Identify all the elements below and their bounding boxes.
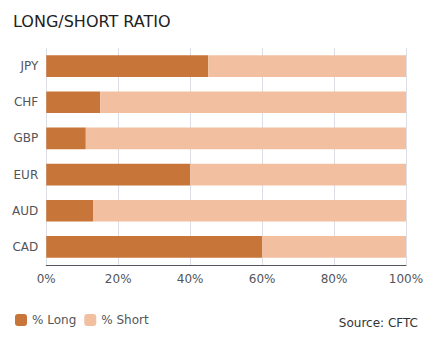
svg-text:GBP: GBP [13, 131, 38, 145]
svg-text:% Short: % Short [101, 313, 149, 327]
svg-text:JPY: JPY [19, 59, 39, 73]
svg-text:EUR: EUR [14, 168, 39, 182]
svg-text:% Long: % Long [32, 313, 76, 327]
svg-text:80%: 80% [321, 272, 348, 286]
svg-text:40%: 40% [177, 272, 204, 286]
svg-text:20%: 20% [105, 272, 132, 286]
svg-text:CHF: CHF [14, 95, 38, 109]
svg-text:60%: 60% [249, 272, 276, 286]
svg-text:LONG/SHORT RATIO: LONG/SHORT RATIO [13, 12, 171, 31]
svg-text:CAD: CAD [12, 240, 38, 254]
svg-text:0%: 0% [37, 272, 56, 286]
svg-text:Source: CFTC: Source: CFTC [339, 316, 418, 330]
svg-text:AUD: AUD [12, 204, 38, 218]
svg-text:100%: 100% [389, 272, 423, 286]
